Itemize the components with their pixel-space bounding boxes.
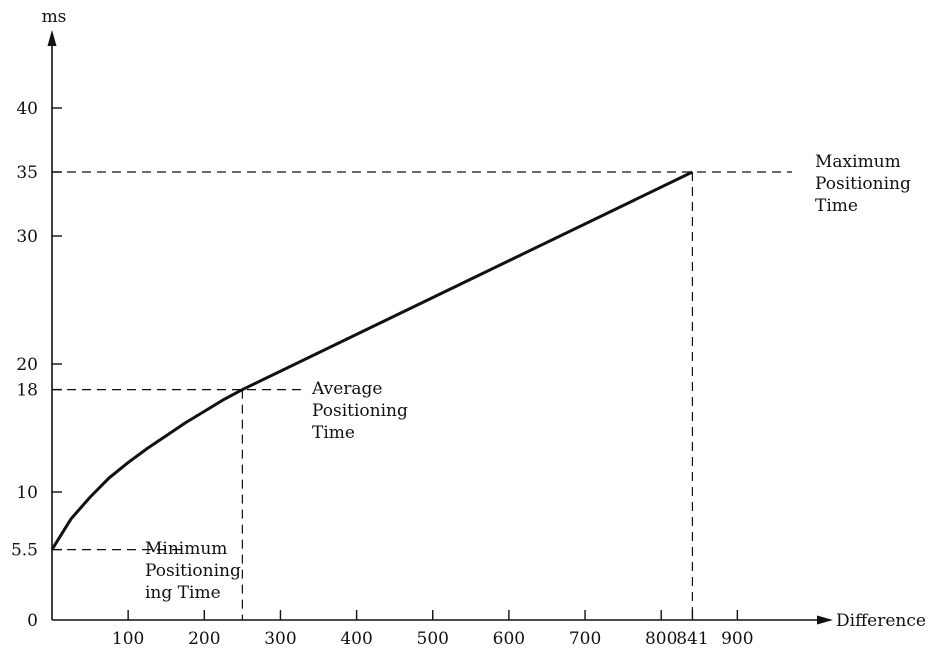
annotation-line: Positioning — [815, 174, 911, 194]
series — [50, 170, 694, 551]
y-tick-label: 30 — [16, 227, 38, 247]
x-tick-label: 600 — [493, 629, 525, 649]
y-tick-label: 20 — [16, 355, 38, 375]
x-tick-label: 700 — [569, 629, 601, 649]
x-tick-label: 200 — [188, 629, 220, 649]
y-tick-label: 5.5 — [11, 541, 38, 561]
y-ticks: 0 5.5 10 18 20 30 35 40 — [11, 99, 62, 631]
x-tick-label: 800 — [645, 629, 677, 649]
x-tick-label: 841 — [676, 629, 708, 649]
y-axis-arrow — [47, 30, 57, 46]
x-axis-arrow — [817, 615, 833, 625]
series-line — [50, 170, 694, 551]
x-tick-label: 300 — [264, 629, 296, 649]
annotation-line: Average — [311, 379, 382, 399]
x-tick-label: 500 — [417, 629, 449, 649]
y-tick-label: 35 — [16, 163, 38, 183]
x-tick-label: 100 — [112, 629, 144, 649]
annotation-line: ing Time — [145, 583, 221, 603]
reference-lines — [52, 171, 792, 620]
y-tick-label: 10 — [16, 483, 38, 503]
y-axis-title: ms — [42, 7, 67, 27]
y-tick-label: 40 — [16, 99, 38, 119]
annotation-line: Maximum — [815, 152, 901, 172]
annotation-line: Positioning — [145, 561, 241, 581]
x-axis-title: Difference — [836, 611, 926, 631]
x-tick-label: 400 — [340, 629, 372, 649]
annotation-line: Time — [815, 196, 858, 216]
annotation-line: Time — [312, 423, 355, 443]
y-tick-label: 18 — [16, 381, 38, 401]
x-tick-label: 900 — [721, 629, 753, 649]
y-tick-label: 0 — [27, 611, 38, 631]
annotation-line: Positioning — [312, 401, 408, 421]
annotation-line: Minimum — [145, 539, 227, 559]
